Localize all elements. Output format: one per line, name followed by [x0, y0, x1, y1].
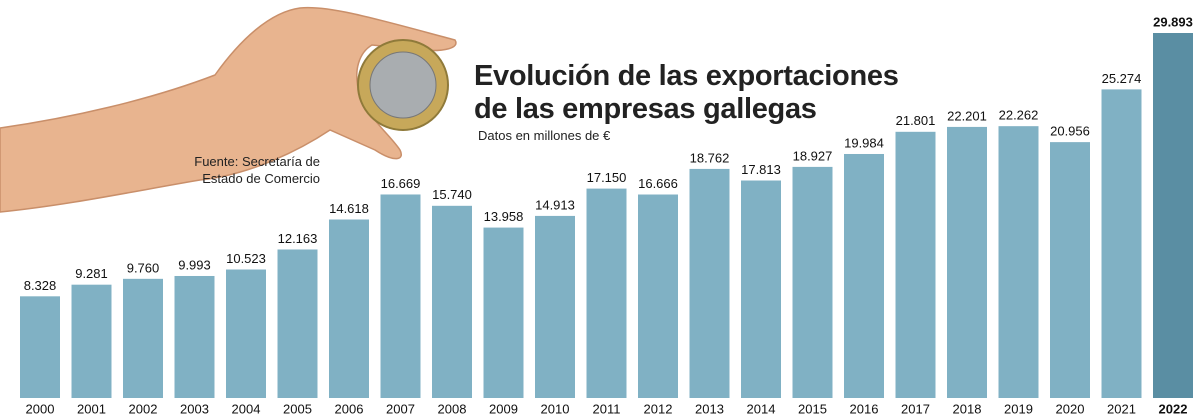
bar: [1101, 89, 1142, 398]
value-label: 17.150: [587, 170, 627, 185]
value-label: 16.666: [638, 176, 678, 191]
value-label: 21.801: [896, 113, 936, 128]
x-tick-label: 2018: [953, 401, 982, 416]
x-tick-label: 2016: [850, 401, 879, 416]
x-tick-label: 2020: [1056, 401, 1085, 416]
x-tick-label: 2002: [129, 401, 158, 416]
value-label: 25.274: [1102, 71, 1142, 86]
value-label: 14.913: [535, 197, 575, 212]
x-tick-label: 2012: [644, 401, 673, 416]
bar: [792, 166, 833, 398]
bar: [586, 188, 627, 398]
value-label: 22.201: [947, 108, 987, 123]
value-label: 18.762: [690, 150, 730, 165]
value-label: 18.927: [793, 148, 833, 163]
value-label: 15.740: [432, 187, 472, 202]
value-label: 19.984: [844, 135, 884, 150]
value-label: 9.281: [75, 266, 108, 281]
x-tick-label: 2019: [1004, 401, 1033, 416]
x-tick-label: 2011: [593, 401, 621, 416]
bar: [432, 205, 472, 398]
value-label: 14.618: [329, 201, 369, 216]
x-tick-label: 2001: [77, 401, 106, 416]
bar: [947, 126, 987, 398]
hand-illustration: [0, 6, 457, 213]
bar: [535, 215, 575, 398]
bar: [1050, 142, 1090, 398]
x-tick-label: 2004: [232, 401, 261, 416]
x-tick-label: 2022: [1159, 401, 1188, 416]
value-label: 9.993: [178, 257, 211, 272]
x-tick-label: 2006: [335, 401, 364, 416]
bar: [741, 180, 781, 398]
coin-center: [369, 51, 437, 119]
value-label: 8.328: [24, 278, 57, 293]
chart-subtitle: Datos en millones de €: [478, 128, 611, 143]
bar: [689, 168, 730, 398]
bar: [71, 284, 112, 398]
x-tick-label: 2013: [695, 401, 724, 416]
bar: [638, 194, 678, 398]
x-tick-label: 2000: [26, 401, 55, 416]
x-tick-label: 2014: [747, 401, 776, 416]
x-tick-label: 2008: [438, 401, 467, 416]
value-label: 12.163: [278, 231, 318, 246]
value-label: 29.893: [1153, 14, 1193, 29]
x-tick-label: 2010: [541, 401, 570, 416]
value-label: 13.958: [484, 209, 524, 224]
bar: [226, 269, 266, 398]
bar: [1153, 33, 1193, 398]
value-label: 22.262: [999, 108, 1039, 123]
bar: [998, 126, 1039, 399]
bar: [20, 296, 60, 398]
bar: [277, 249, 318, 398]
bar: [174, 275, 215, 398]
bar: [123, 278, 163, 398]
bar: [895, 131, 936, 399]
bar: [483, 227, 524, 398]
chart-source: Fuente: Secretaría de Estado de Comercio: [194, 154, 320, 186]
value-label: 17.813: [741, 162, 781, 177]
value-label: 10.523: [226, 251, 266, 266]
x-tick-label: 2015: [798, 401, 827, 416]
x-tick-label: 2005: [283, 401, 312, 416]
value-label: 16.669: [381, 176, 421, 191]
x-tick-label: 2009: [489, 401, 518, 416]
x-tick-label: 2017: [901, 401, 930, 416]
value-label: 9.760: [127, 260, 160, 275]
bar: [380, 194, 421, 398]
bar: [329, 219, 369, 398]
hand: [0, 6, 457, 213]
value-label: 20.956: [1050, 124, 1090, 139]
x-tick-label: 2021: [1107, 401, 1136, 416]
x-tick-label: 2003: [180, 401, 209, 416]
bar: [844, 153, 884, 398]
chart-title: Evolución de las exportaciones de las em…: [474, 60, 899, 125]
x-tick-label: 2007: [386, 401, 415, 416]
